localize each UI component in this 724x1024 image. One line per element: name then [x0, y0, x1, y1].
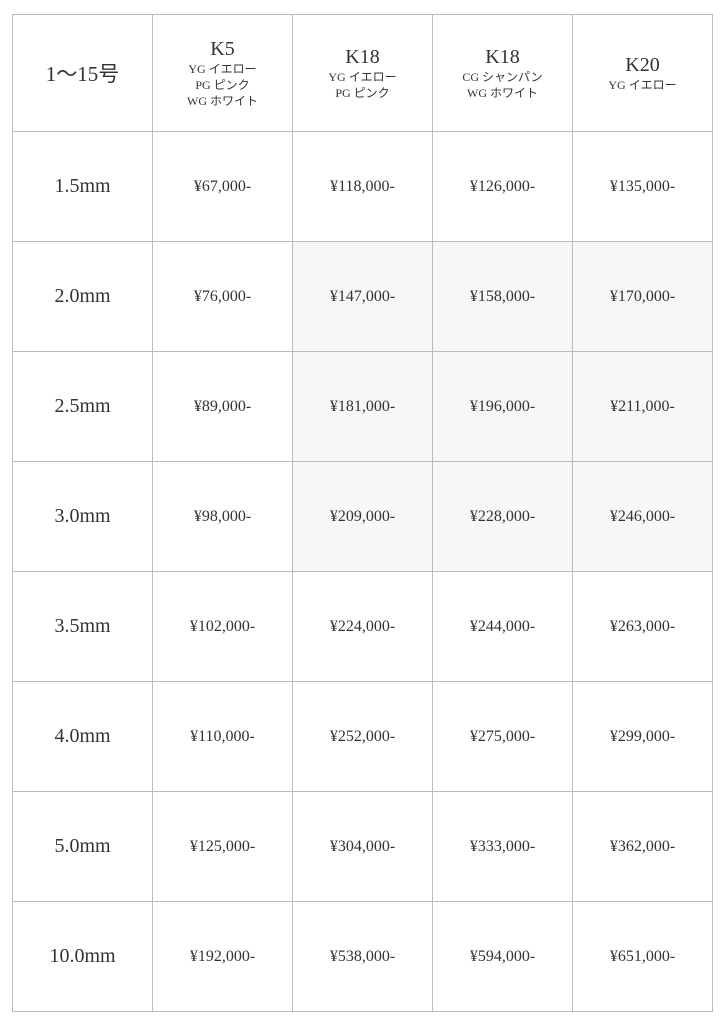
price-cell: ¥102,000- — [152, 571, 293, 682]
price-cell: ¥538,000- — [292, 901, 433, 1012]
size-cell: 2.5mm — [12, 351, 153, 462]
price-cell: ¥125,000- — [152, 791, 293, 902]
size-cell: 10.0mm — [12, 901, 153, 1012]
header-row: 1〜15号 K5 YG イエロー PG ピンク WG ホワイト K18 YG イエロー PG… — [12, 14, 713, 132]
table-body: 1.5mm ¥67,000- ¥118,000- ¥126,000- ¥135,000-… — [12, 131, 713, 1012]
price-cell: ¥89,000- — [152, 351, 293, 462]
price-cell: ¥651,000- — [572, 901, 713, 1012]
corner-cell: 1〜15号 — [12, 14, 153, 132]
price-row: 2.5mm ¥89,000- ¥181,000- ¥196,000- ¥211,000- — [12, 351, 713, 462]
price-cell: ¥209,000- — [292, 461, 433, 572]
color-label: PG ピンク — [195, 78, 250, 92]
price-cell: ¥135,000- — [572, 131, 713, 242]
price-cell: ¥252,000- — [292, 681, 433, 792]
price-cell: ¥224,000- — [292, 571, 433, 682]
price-cell: ¥275,000- — [432, 681, 573, 792]
price-cell: ¥98,000- — [152, 461, 293, 572]
price-cell: ¥299,000- — [572, 681, 713, 792]
price-cell: ¥246,000- — [572, 461, 713, 572]
column-header: K18 CG シャンパン WG ホワイト — [432, 14, 573, 132]
color-label: YG イエロー — [328, 70, 397, 84]
color-label: PG ピンク — [335, 86, 390, 100]
price-row: 3.5mm ¥102,000- ¥224,000- ¥244,000- ¥263,000… — [12, 571, 713, 682]
size-cell: 2.0mm — [12, 241, 153, 352]
color-label: YG イエロー — [188, 62, 257, 76]
metal-label: K20 — [625, 54, 660, 76]
price-cell: ¥228,000- — [432, 461, 573, 572]
price-cell: ¥181,000- — [292, 351, 433, 462]
price-cell: ¥118,000- — [292, 131, 433, 242]
price-cell: ¥67,000- — [152, 131, 293, 242]
size-cell: 1.5mm — [12, 131, 153, 242]
price-row: 5.0mm ¥125,000- ¥304,000- ¥333,000- ¥362,000… — [12, 791, 713, 902]
color-label: WG ホワイト — [187, 94, 258, 108]
price-row: 4.0mm ¥110,000- ¥252,000- ¥275,000- ¥299,000… — [12, 681, 713, 792]
table-header: 1〜15号 K5 YG イエロー PG ピンク WG ホワイト K18 YG イエロー PG… — [12, 14, 713, 132]
price-cell: ¥76,000- — [152, 241, 293, 352]
size-cell: 5.0mm — [12, 791, 153, 902]
price-row: 10.0mm ¥192,000- ¥538,000- ¥594,000- ¥651,00… — [12, 901, 713, 1012]
price-cell: ¥158,000- — [432, 241, 573, 352]
size-cell: 4.0mm — [12, 681, 153, 792]
price-cell: ¥170,000- — [572, 241, 713, 352]
price-cell: ¥304,000- — [292, 791, 433, 902]
metal-label: K18 — [345, 46, 380, 68]
price-cell: ¥147,000- — [292, 241, 433, 352]
column-header: K18 YG イエロー PG ピンク — [292, 14, 433, 132]
price-cell: ¥244,000- — [432, 571, 573, 682]
price-row: 3.0mm ¥98,000- ¥209,000- ¥228,000- ¥246,000- — [12, 461, 713, 572]
metal-label: K5 — [210, 38, 235, 60]
column-header: K5 YG イエロー PG ピンク WG ホワイト — [152, 14, 293, 132]
price-cell: ¥126,000- — [432, 131, 573, 242]
price-cell: ¥110,000- — [152, 681, 293, 792]
size-cell: 3.0mm — [12, 461, 153, 572]
size-cell: 3.5mm — [12, 571, 153, 682]
price-cell: ¥333,000- — [432, 791, 573, 902]
price-cell: ¥211,000- — [572, 351, 713, 462]
color-label: YG イエロー — [608, 78, 677, 92]
color-label: CG シャンパン — [462, 70, 543, 84]
price-row: 2.0mm ¥76,000- ¥147,000- ¥158,000- ¥170,000- — [12, 241, 713, 352]
price-cell: ¥196,000- — [432, 351, 573, 462]
price-table: 1〜15号 K5 YG イエロー PG ピンク WG ホワイト K18 YG イエロー PG… — [12, 14, 713, 1012]
color-label: WG ホワイト — [467, 86, 538, 100]
price-cell: ¥263,000- — [572, 571, 713, 682]
price-cell: ¥594,000- — [432, 901, 573, 1012]
price-row: 1.5mm ¥67,000- ¥118,000- ¥126,000- ¥135,000- — [12, 131, 713, 242]
price-cell: ¥192,000- — [152, 901, 293, 1012]
price-cell: ¥362,000- — [572, 791, 713, 902]
metal-label: K18 — [485, 46, 520, 68]
column-header: K20 YG イエロー — [572, 14, 713, 132]
